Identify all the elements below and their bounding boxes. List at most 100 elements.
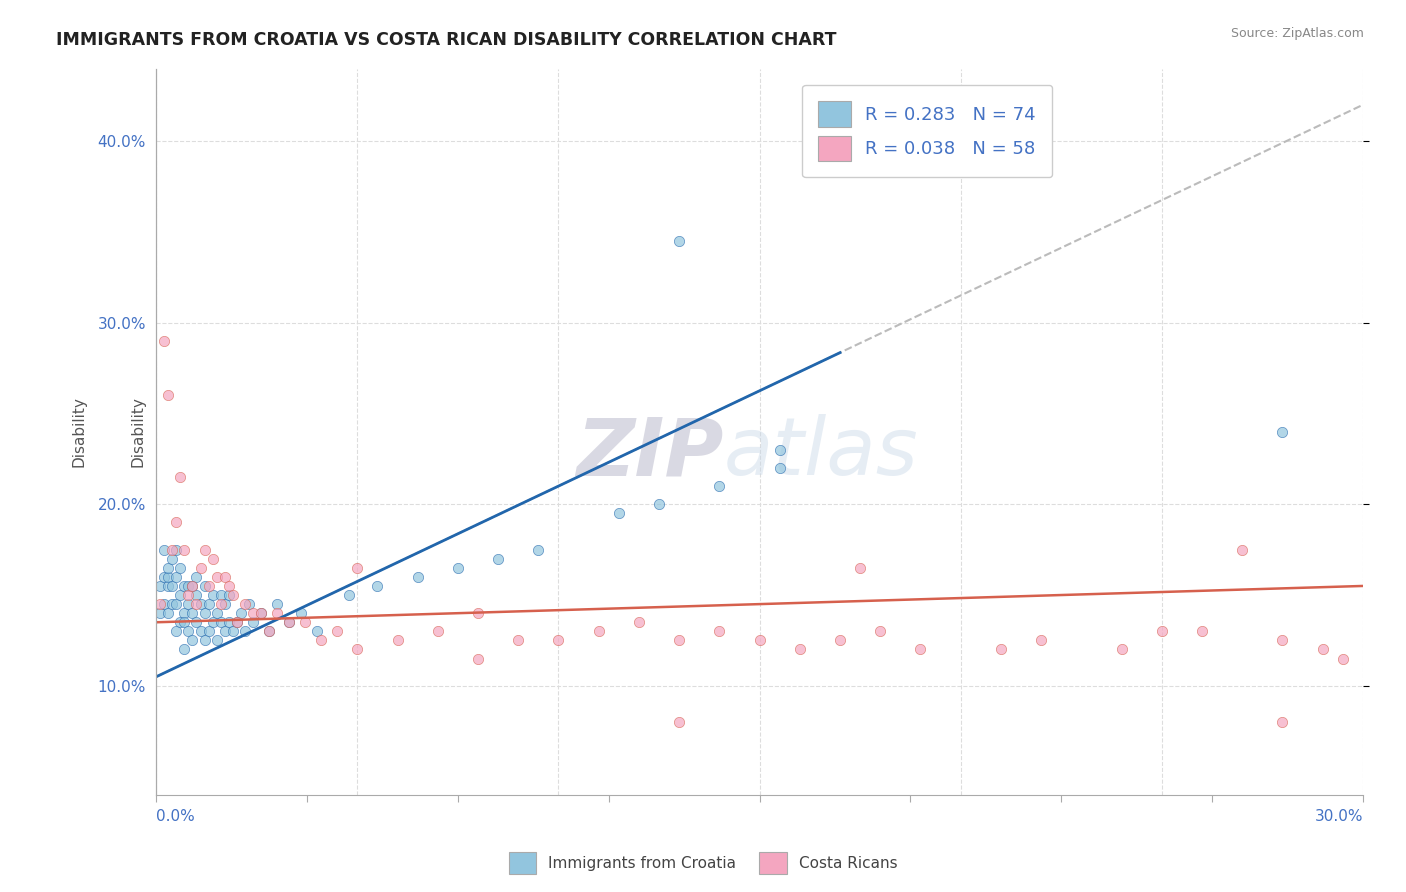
Point [250, 606, 273, 620]
Point [177, 624, 200, 639]
Point [209, 615, 232, 630]
Point [162, 551, 184, 566]
Point [193, 633, 215, 648]
Text: 30.0%: 30.0% [1315, 809, 1362, 824]
Point [149, 579, 172, 593]
Point [346, 642, 368, 657]
Point [769, 442, 792, 457]
Point [266, 597, 288, 611]
Point [149, 606, 172, 620]
Point [209, 588, 232, 602]
Point [186, 615, 208, 630]
Point [157, 570, 180, 584]
Point [242, 606, 264, 620]
Point [447, 561, 470, 575]
Point [173, 615, 195, 630]
Point [828, 633, 851, 648]
Point [326, 624, 349, 639]
Point [193, 542, 215, 557]
Point [1271, 715, 1294, 730]
Point [162, 542, 184, 557]
Point [426, 624, 449, 639]
Point [1111, 642, 1133, 657]
Point [186, 570, 208, 584]
Point [1191, 624, 1213, 639]
Point [218, 579, 240, 593]
Point [153, 334, 176, 348]
Point [387, 633, 409, 648]
Point [748, 633, 770, 648]
Point [709, 479, 731, 493]
Point [769, 461, 792, 475]
Point [169, 588, 191, 602]
Point [486, 551, 509, 566]
Point [1232, 542, 1254, 557]
Point [910, 642, 932, 657]
Point [225, 615, 247, 630]
Point [157, 561, 180, 575]
Point [257, 624, 280, 639]
Point [221, 588, 243, 602]
Point [1029, 633, 1052, 648]
Point [214, 570, 236, 584]
Point [467, 651, 489, 665]
Point [588, 624, 610, 639]
Point [346, 561, 368, 575]
Point [197, 597, 219, 611]
Point [153, 542, 176, 557]
Point [233, 597, 256, 611]
Point [250, 606, 273, 620]
Point [218, 588, 240, 602]
Point [165, 570, 187, 584]
Y-axis label: Disability: Disability [131, 396, 145, 467]
Point [607, 506, 630, 520]
Point [181, 579, 204, 593]
Point [157, 388, 180, 402]
Point [162, 579, 184, 593]
Point [307, 624, 329, 639]
Point [205, 633, 228, 648]
Point [181, 633, 204, 648]
Point [201, 588, 224, 602]
Point [165, 542, 187, 557]
Point [309, 633, 332, 648]
Point [169, 470, 191, 484]
Point [193, 606, 215, 620]
Point [214, 624, 236, 639]
Point [169, 561, 191, 575]
Point [406, 570, 429, 584]
Y-axis label: Disability: Disability [72, 396, 86, 467]
Text: IMMIGRANTS FROM CROATIA VS COSTA RICAN DISABILITY CORRELATION CHART: IMMIGRANTS FROM CROATIA VS COSTA RICAN D… [56, 31, 837, 49]
Point [547, 633, 569, 648]
Point [290, 606, 312, 620]
Point [990, 642, 1012, 657]
Point [648, 497, 671, 511]
Point [197, 624, 219, 639]
Point [173, 606, 195, 620]
Point [527, 542, 550, 557]
Point [229, 606, 252, 620]
Point [186, 597, 208, 611]
Legend: R = 0.283   N = 74, R = 0.038   N = 58: R = 0.283 N = 74, R = 0.038 N = 58 [803, 85, 1052, 178]
Point [181, 606, 204, 620]
Legend: Immigrants from Croatia, Costa Ricans: Immigrants from Croatia, Costa Ricans [502, 846, 904, 880]
Point [1312, 642, 1334, 657]
Point [190, 597, 212, 611]
Point [177, 579, 200, 593]
Point [849, 561, 872, 575]
Point [337, 588, 360, 602]
Point [205, 606, 228, 620]
Point [668, 633, 690, 648]
Point [221, 624, 243, 639]
Point [467, 606, 489, 620]
Point [257, 624, 280, 639]
Point [153, 597, 176, 611]
Point [162, 597, 184, 611]
Point [173, 642, 195, 657]
Point [169, 615, 191, 630]
Point [869, 624, 891, 639]
Point [193, 579, 215, 593]
Point [201, 551, 224, 566]
Point [1331, 651, 1354, 665]
Point [294, 615, 316, 630]
